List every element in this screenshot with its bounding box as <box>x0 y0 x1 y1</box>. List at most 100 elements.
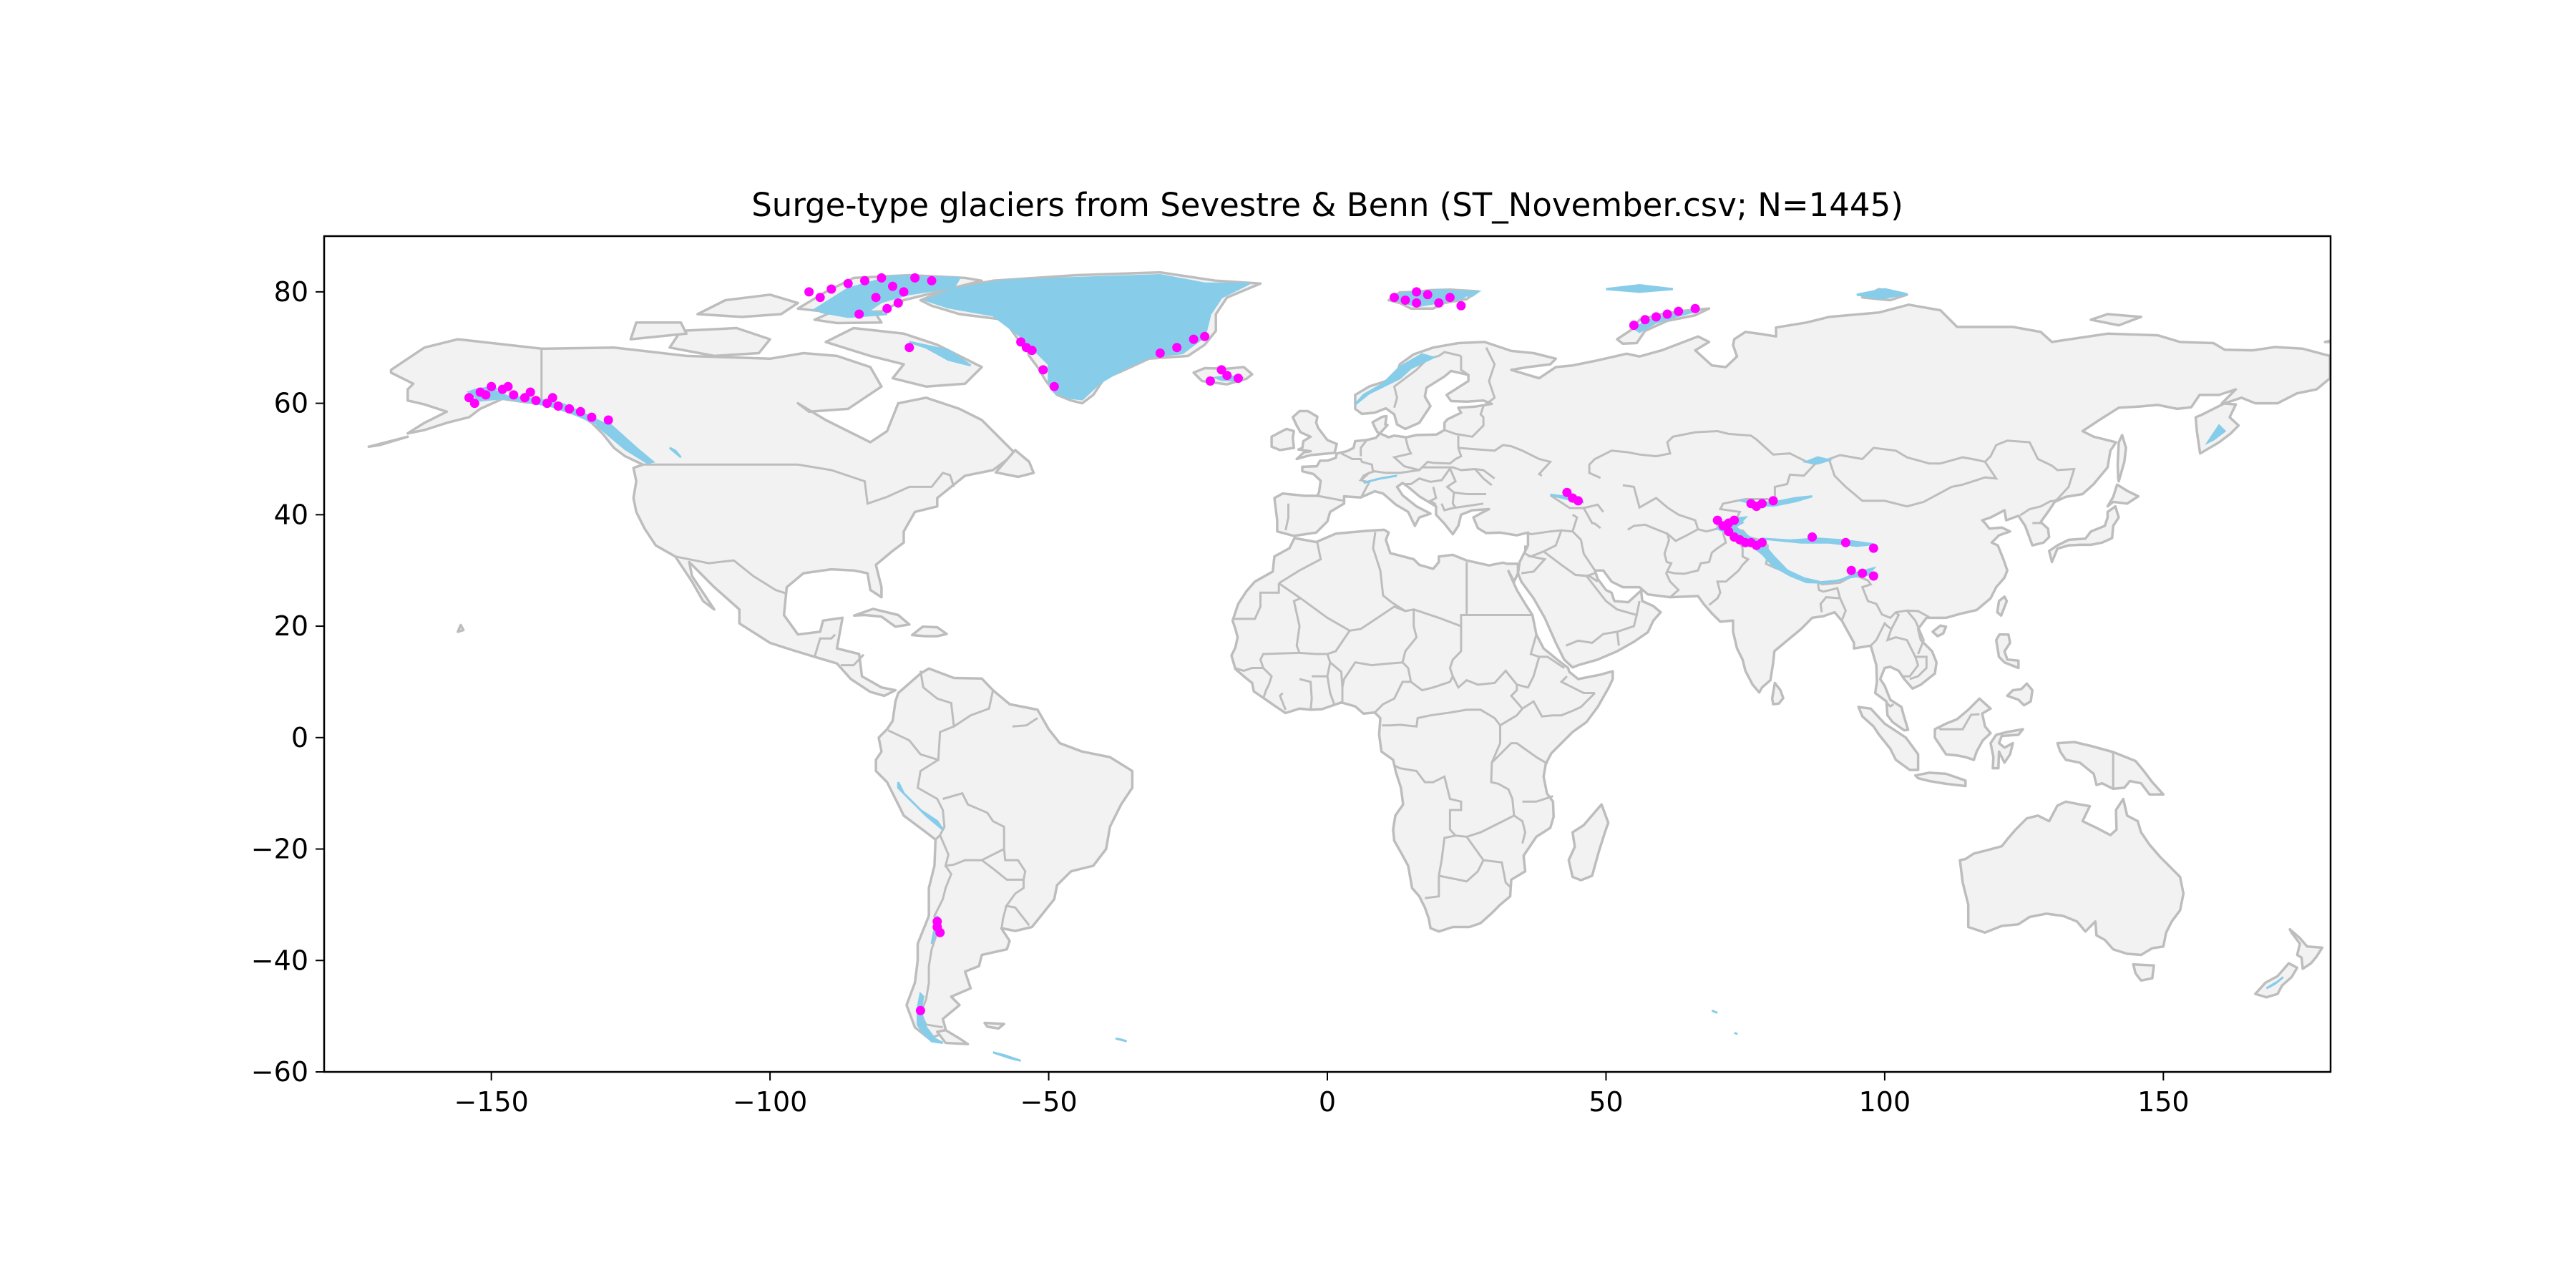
alps-ice <box>1363 474 1397 484</box>
glacier-point <box>854 309 864 319</box>
glacier-point <box>1629 321 1639 331</box>
glacier-point <box>1868 543 1878 553</box>
glacier-point <box>893 298 903 308</box>
country-border <box>1483 347 1496 407</box>
country-border <box>1571 530 1596 572</box>
antarctic-peninsula-ice <box>992 1051 1022 1062</box>
country-border <box>1453 491 1486 495</box>
country-border <box>1440 502 1484 512</box>
country-border <box>1445 468 1457 509</box>
country-border <box>1516 656 1541 689</box>
y-tick-label: 60 <box>274 388 308 419</box>
glacier-point <box>1434 298 1444 308</box>
country-border <box>1262 667 1273 699</box>
country-border <box>1460 467 1496 479</box>
x-tick-label: −50 <box>1020 1086 1077 1118</box>
y-tick-label: −40 <box>251 945 308 976</box>
country-border <box>1524 545 1531 558</box>
glacier-point <box>575 406 585 416</box>
kamchatka-ice <box>2205 424 2227 445</box>
glacier-point <box>910 273 920 283</box>
country-border <box>1390 562 1468 628</box>
madagascar <box>1567 803 1610 882</box>
glacier-point <box>815 293 825 303</box>
hokkaido <box>2106 483 2140 508</box>
country-border <box>1870 621 1920 678</box>
glacier-point <box>1858 568 1868 578</box>
country-border <box>1279 692 1287 711</box>
canadian-arctic-ice <box>836 281 938 307</box>
newfoundland <box>994 449 1035 479</box>
x-tick-label: 50 <box>1589 1086 1623 1118</box>
tierra-del-fuego <box>936 1028 970 1045</box>
japan <box>2047 504 2120 564</box>
glacier-point <box>935 927 945 937</box>
country-border <box>1458 444 1553 477</box>
country-border <box>2019 499 2055 517</box>
glacier-point <box>927 275 937 286</box>
glacier-point <box>531 396 541 406</box>
country-border <box>1372 532 1392 603</box>
country-border <box>1340 452 1375 473</box>
glacier-point <box>1640 315 1650 325</box>
glacier-point <box>804 287 814 297</box>
country-border <box>1438 859 1485 883</box>
glacier-point <box>899 287 909 297</box>
glacier-point <box>1400 296 1410 305</box>
heard-island-ice <box>1734 1032 1738 1035</box>
glacier-outlines <box>466 273 2284 1062</box>
glacier-point <box>1729 515 1740 525</box>
scandinavian-ice <box>1354 353 1437 406</box>
glacier-point <box>1840 537 1850 547</box>
country-border <box>1393 764 1463 836</box>
country-border <box>1428 487 1438 506</box>
glacier-point <box>871 293 881 303</box>
arabian-horn-africa <box>1230 528 1614 933</box>
country-border <box>1284 503 1289 531</box>
novaya-zemlya <box>1616 307 1711 346</box>
y-tick-label: 0 <box>291 722 308 753</box>
taiwan <box>1996 595 2009 618</box>
new-guinea <box>2056 741 2165 796</box>
country-border <box>1513 814 1527 844</box>
canadian-arctic-islands <box>696 293 799 318</box>
java <box>1913 771 1967 788</box>
country-border <box>1374 680 1411 713</box>
glacier-point <box>1205 376 1215 386</box>
country-border <box>1582 507 1601 530</box>
glacier-point <box>1222 371 1232 381</box>
country-border <box>1839 597 1848 621</box>
country-border <box>1326 630 1351 688</box>
country-border <box>1828 459 1999 508</box>
glacier-point <box>1200 331 1210 341</box>
baffin-island <box>824 326 983 388</box>
country-border <box>1292 597 1327 655</box>
glacier-point <box>553 401 563 411</box>
sumatra <box>1857 706 1920 771</box>
sulawesi <box>1989 728 2024 770</box>
glacier-point <box>1390 293 1399 303</box>
country-border <box>1499 708 1523 726</box>
country-border <box>1232 583 1280 620</box>
y-tick-label: −20 <box>251 834 308 865</box>
glacier-point <box>882 303 892 313</box>
country-border <box>1666 532 1727 575</box>
country-border <box>1491 742 1548 765</box>
glacier-point <box>565 404 575 414</box>
country-border <box>1937 713 1980 731</box>
great-britain <box>1291 409 1338 461</box>
hispaniola <box>910 625 948 638</box>
aleutians <box>367 435 409 449</box>
glacier-point <box>1807 532 1818 542</box>
country-border <box>1816 582 1842 613</box>
y-axis: −60 −40 −20 0 20 40 60 80 <box>251 276 324 1088</box>
country-border <box>887 670 955 761</box>
country-border <box>1588 429 1815 479</box>
south-georgia-ice <box>1115 1037 1128 1043</box>
country-border <box>1909 655 1928 680</box>
y-tick-label: −60 <box>251 1056 308 1088</box>
sakhalin <box>2116 434 2127 483</box>
country-border <box>1626 523 1680 598</box>
country-border <box>1586 575 1641 617</box>
new-zealand-ice <box>2265 976 2284 990</box>
